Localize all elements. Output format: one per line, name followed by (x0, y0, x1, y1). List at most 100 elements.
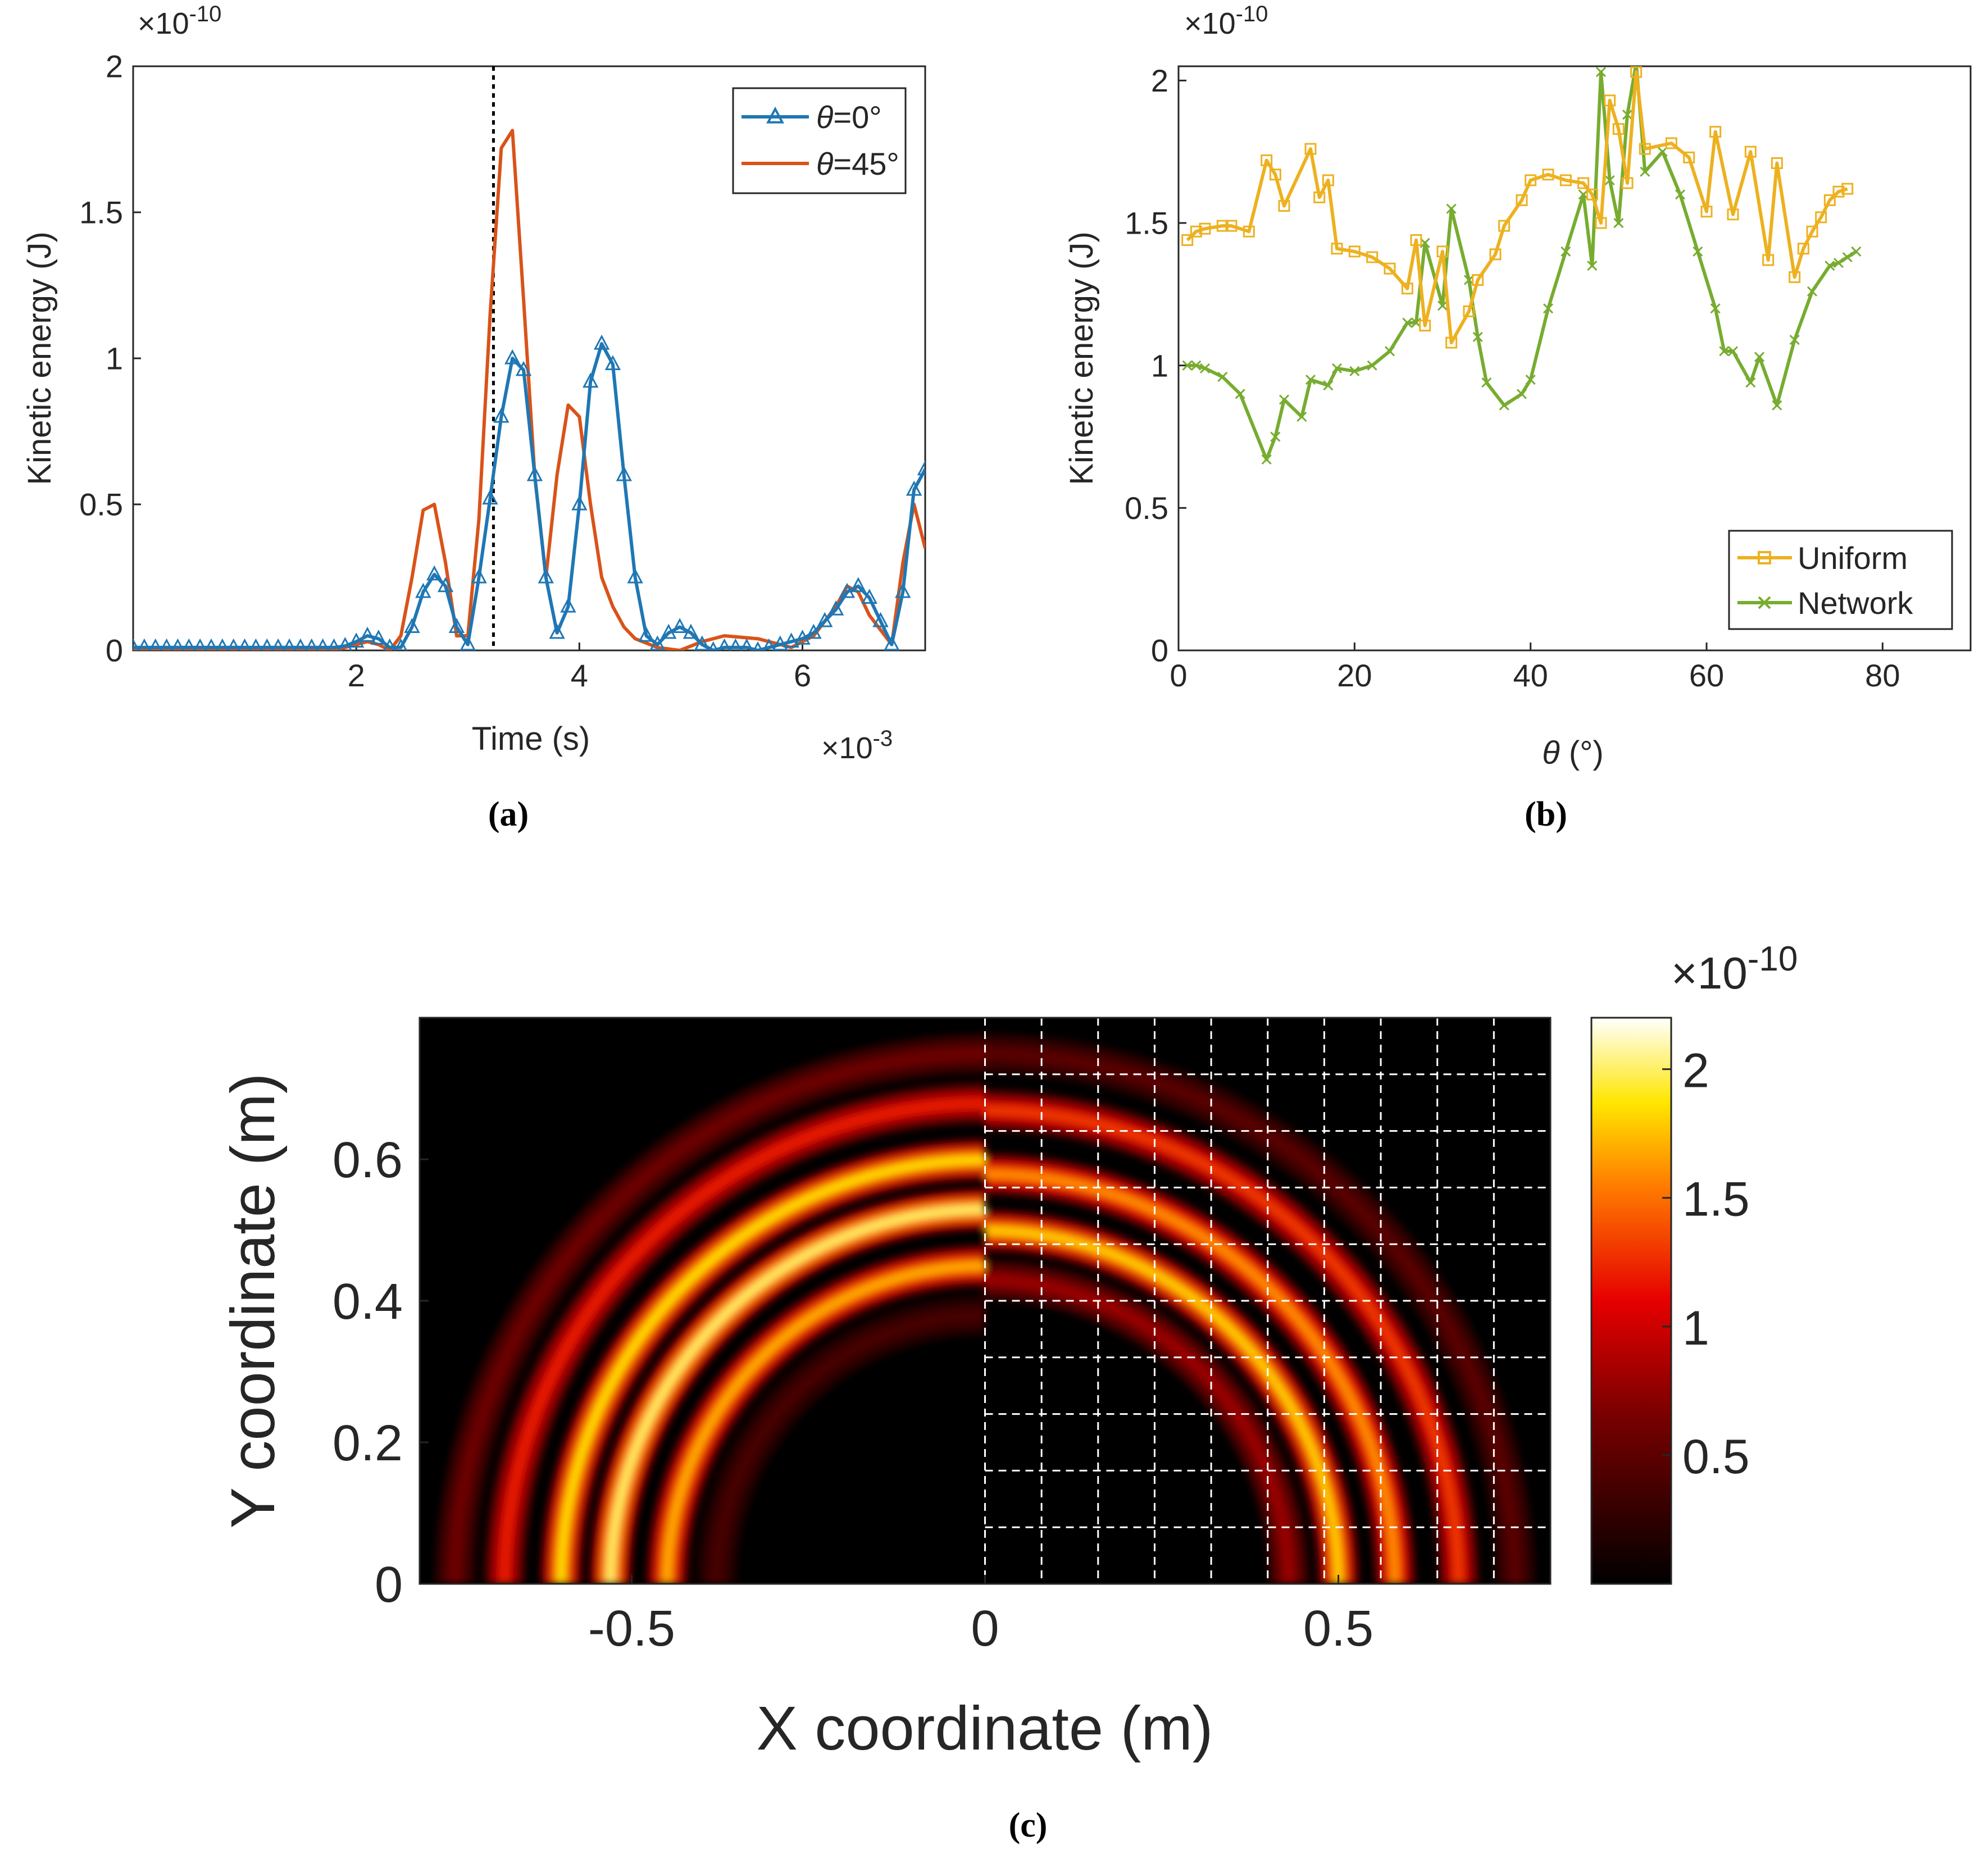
data-point (460, 635, 476, 650)
x-tick-label: 0 (971, 1601, 999, 1657)
data-point (895, 582, 911, 598)
data-point (1446, 203, 1457, 214)
heat-ring-core (556, 1155, 985, 1584)
data-point (1543, 303, 1554, 314)
data-point (359, 626, 376, 642)
y-tick-label: 0.5 (1125, 490, 1168, 526)
data-point (1419, 320, 1431, 332)
data-point (1261, 154, 1273, 166)
heat-ring-core (712, 1310, 985, 1584)
data-point (1577, 177, 1590, 189)
data-point (649, 635, 666, 650)
data-point (504, 349, 521, 365)
y-tick-label: 0.4 (333, 1274, 403, 1330)
data-point (294, 638, 307, 650)
data-point (149, 638, 162, 650)
y-tick-label: 1 (106, 341, 123, 376)
data-point (182, 638, 195, 650)
data-point (1296, 411, 1307, 422)
data-point (1235, 389, 1245, 399)
data-point (884, 635, 900, 650)
data-point (327, 638, 340, 650)
data-point (1331, 243, 1343, 255)
data-point (1825, 261, 1835, 271)
data-point (1771, 157, 1783, 169)
data-point (1402, 317, 1413, 328)
data-point (1489, 248, 1502, 261)
x-tick-label: 0 (1170, 658, 1187, 693)
data-point (583, 372, 599, 388)
data-point (1436, 245, 1449, 258)
colorbar (1590, 1017, 1672, 1585)
x-tick-label: 4 (571, 658, 588, 693)
x-tick-label: 2 (348, 658, 365, 693)
colorbar-tick-label: 1.5 (1682, 1173, 1750, 1227)
data-point (1727, 208, 1739, 221)
data-point (827, 600, 844, 616)
data-point (1472, 274, 1484, 286)
data-point (1621, 177, 1634, 189)
y-tick-label: 2 (106, 49, 123, 84)
data-point (204, 638, 218, 650)
heat-ring-core (499, 1099, 985, 1584)
data-point (394, 638, 407, 650)
panel-a-y-label: Kinetic energy (J) (21, 231, 58, 485)
colorbar-tick-label: 1 (1682, 1301, 1709, 1355)
data-point (571, 495, 588, 511)
data-point (1216, 220, 1229, 232)
data-point (1199, 363, 1211, 373)
data-point (1789, 271, 1801, 283)
data-point (718, 638, 731, 650)
data-point (794, 629, 811, 645)
data-point (917, 460, 925, 476)
data-point (271, 638, 285, 650)
data-point (1261, 454, 1272, 465)
data-point (482, 489, 498, 505)
data-point (1604, 175, 1615, 185)
data-point (1191, 360, 1202, 371)
panel-a-x-multiplier: ×10-3 (821, 726, 893, 765)
panel-a-y-multiplier: ×10-10 (138, 2, 221, 40)
data-point (1772, 400, 1782, 411)
data-point (740, 638, 753, 650)
data-point (1190, 225, 1202, 238)
data-point (1841, 183, 1854, 195)
data-point (1675, 189, 1686, 200)
legend-label-network: Network (1798, 585, 1913, 621)
y-tick-label: 0 (375, 1557, 403, 1613)
data-point (694, 635, 710, 650)
data-point (1243, 225, 1255, 238)
data-point (1604, 94, 1616, 107)
data-point (1348, 245, 1361, 258)
data-point (1639, 143, 1651, 155)
data-point (1384, 262, 1396, 275)
legend-label-uniform: Uniform (1798, 540, 1908, 576)
data-point (1612, 123, 1625, 135)
data-point (1586, 188, 1598, 201)
data-point (1270, 431, 1281, 442)
data-point (1322, 174, 1334, 186)
data-point (1323, 380, 1334, 391)
data-point (415, 582, 431, 598)
panel-a-legend: θ=0° θ=45° (732, 87, 907, 194)
data-point (1542, 168, 1554, 181)
data-point (729, 638, 742, 650)
data-point (526, 466, 543, 481)
series-line (133, 342, 925, 650)
data-point (1437, 300, 1448, 311)
legend-label-theta-0: θ=0° (816, 99, 882, 135)
data-point (1525, 374, 1536, 385)
panel-a-caption: (a) (488, 795, 529, 833)
data-point (1181, 234, 1194, 246)
data-point (1622, 110, 1633, 120)
data-point (1366, 251, 1379, 263)
panel-a-ticks: 2 4 6 0 0.5 1 1.5 2 (79, 49, 811, 693)
data-point (604, 355, 621, 370)
series-line (133, 129, 925, 650)
data-point (383, 638, 397, 650)
panel-b-y-label: Kinetic energy (J) (1063, 231, 1100, 485)
data-point (249, 638, 262, 650)
y-tick-label: 0.5 (79, 487, 123, 522)
data-point (260, 638, 274, 650)
data-point (1217, 371, 1228, 382)
